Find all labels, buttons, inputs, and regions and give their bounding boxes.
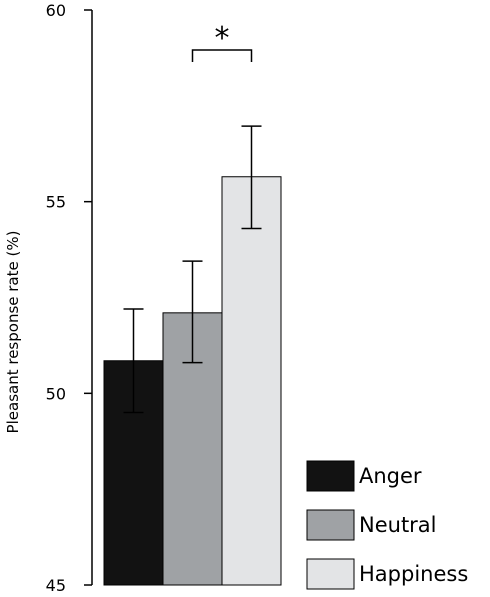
legend-swatch bbox=[306, 460, 355, 492]
significance-bracket bbox=[191, 49, 253, 62]
error-bar-neutral bbox=[182, 260, 203, 364]
bar-neutral bbox=[162, 312, 223, 586]
y-tick-label: 60 bbox=[46, 1, 66, 20]
error-bars bbox=[123, 125, 262, 414]
legend-swatch bbox=[306, 558, 355, 590]
legend-label: Happiness bbox=[359, 562, 468, 586]
error-bar-happiness bbox=[241, 125, 262, 230]
legend-item-neutral: Neutral bbox=[306, 509, 437, 541]
y-tick-label: 55 bbox=[46, 193, 66, 212]
legend-item-happiness: Happiness bbox=[306, 558, 468, 590]
y-axis-title: Pleasant response rate (%) bbox=[4, 231, 22, 434]
bar-happiness bbox=[221, 176, 282, 586]
bars bbox=[103, 176, 282, 586]
legend: Anger Neutral Happiness bbox=[306, 460, 468, 590]
legend-item-anger: Anger bbox=[306, 460, 422, 492]
legend-label: Neutral bbox=[359, 513, 437, 537]
error-bar-anger bbox=[123, 308, 144, 414]
significance-annotation: * bbox=[191, 21, 253, 62]
y-axis: 45 50 55 60 bbox=[46, 1, 93, 595]
y-tick-label: 50 bbox=[46, 384, 66, 403]
y-tick-label: 45 bbox=[46, 576, 66, 595]
legend-label: Anger bbox=[359, 464, 422, 488]
significance-star: * bbox=[215, 21, 230, 56]
legend-swatch bbox=[306, 509, 355, 541]
